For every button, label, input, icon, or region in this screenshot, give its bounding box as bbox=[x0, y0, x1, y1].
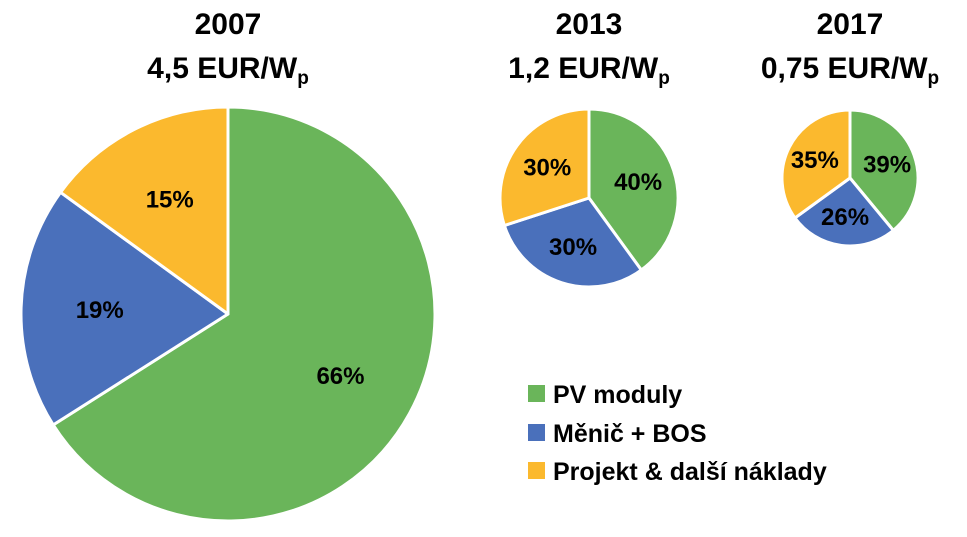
pie-slice-2017-pv-moduly bbox=[848, 108, 920, 232]
chart-2013-title: 2013 1,2 EUR/Wp bbox=[508, 8, 670, 89]
chart-2007-price: 4,5 EUR/Wp bbox=[147, 52, 309, 89]
pie-label-2017-menic-bos: 26% bbox=[821, 204, 869, 231]
chart-2017-price: 0,75 EUR/Wp bbox=[761, 52, 939, 89]
legend-label-menic-bos: Měnič + BOS bbox=[553, 420, 707, 448]
pie-slice-2013-projekt bbox=[498, 107, 591, 228]
pie-label-2017-projekt: 35% bbox=[791, 147, 839, 174]
chart-2013-year: 2013 bbox=[556, 8, 623, 41]
pie-slice-2013-pv-moduly bbox=[587, 107, 680, 272]
legend: PV moduly Měnič + BOS Projekt & další ná… bbox=[528, 381, 827, 486]
pie-slice-2013-menic-bos bbox=[502, 196, 643, 289]
chart-2017-year: 2017 bbox=[817, 8, 884, 41]
legend-swatch-projekt bbox=[528, 462, 545, 479]
pie-label-2007-menic-bos: 19% bbox=[76, 297, 124, 324]
pie-label-2017-pv-moduly: 39% bbox=[863, 152, 911, 179]
pie-chart-2017: 39% 26% 35% bbox=[780, 108, 920, 248]
pie-chart-2007: 66% 19% 15% bbox=[19, 105, 437, 523]
chart-2007-year: 2007 bbox=[195, 8, 262, 41]
legend-swatch-pv-moduly bbox=[528, 385, 545, 402]
pie-label-2013-pv-moduly: 40% bbox=[614, 169, 662, 196]
legend-label-pv-moduly: PV moduly bbox=[553, 381, 682, 409]
legend-item-pv-moduly: PV moduly bbox=[528, 381, 682, 409]
pie-slice-2007-menic-bos bbox=[19, 190, 230, 427]
chart-2017-title: 2017 0,75 EUR/Wp bbox=[761, 8, 939, 89]
legend-label-projekt: Projekt & další náklady bbox=[553, 458, 827, 486]
pie-slice-2007-pv-moduly bbox=[51, 105, 437, 523]
pie-label-2013-menic-bos: 30% bbox=[549, 234, 597, 261]
legend-swatch-menic-bos bbox=[528, 424, 545, 441]
pie-label-2013-projekt: 30% bbox=[523, 155, 571, 182]
pie-chart-2013: 40% 30% 30% bbox=[498, 107, 680, 289]
pie-slice-2007-projekt bbox=[59, 105, 230, 316]
chart-2013-price: 1,2 EUR/Wp bbox=[508, 52, 670, 89]
pie-label-2007-pv-moduly: 66% bbox=[316, 363, 364, 390]
pie-slice-2017-projekt bbox=[780, 108, 852, 220]
legend-item-menic-bos: Měnič + BOS bbox=[528, 420, 707, 448]
chart-2007-title: 2007 4,5 EUR/Wp bbox=[147, 8, 309, 89]
legend-item-projekt: Projekt & další náklady bbox=[528, 458, 827, 486]
pie-label-2007-projekt: 15% bbox=[146, 187, 194, 214]
pie-slice-2017-menic-bos bbox=[793, 176, 895, 248]
